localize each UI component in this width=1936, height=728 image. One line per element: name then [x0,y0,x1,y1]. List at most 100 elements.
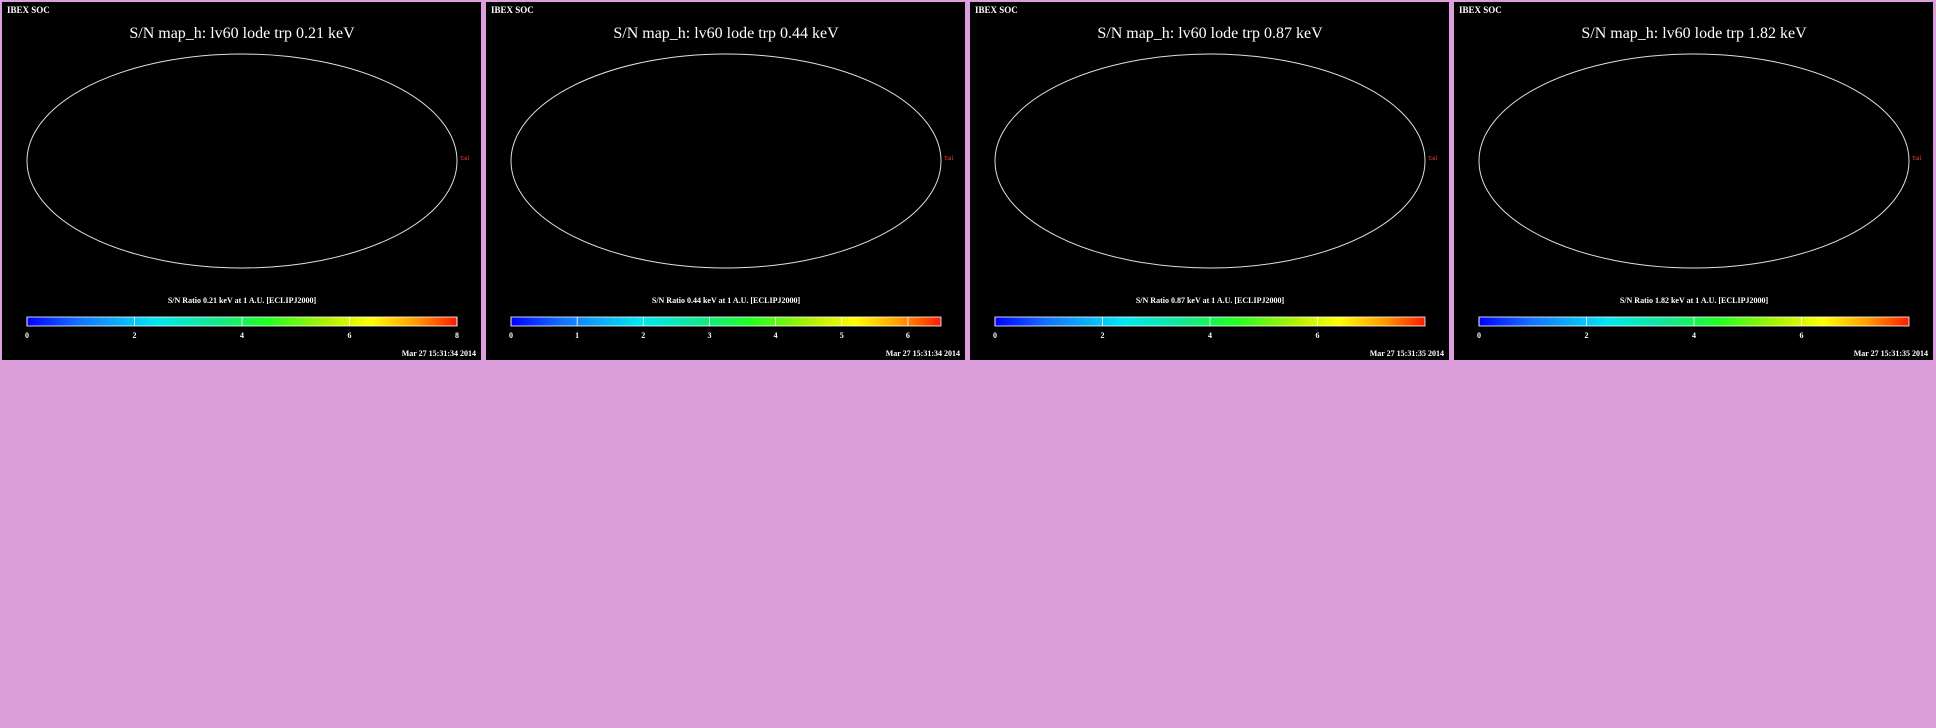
longitude-label: 90 [1884,156,1890,162]
colorbar-tick-label: 0 [993,331,997,340]
colorbar-tick-label: 6 [1800,331,1804,340]
colorbar-tick-label: 2 [1101,331,1105,340]
colorbar-tick-label: 4 [240,331,244,340]
longitude-label: 60 [46,156,52,162]
sky-map-panel: IBEX SOC S/N map_h: lv60 lode trp 0.44 ke… [486,2,965,360]
v2-marker: V2 [1174,204,1183,212]
sky-map-chart: IBEX SOC S/N map_h: lv60 lode trp 0.87 ke… [975,5,1444,358]
corner-label: IBEX SOC [1459,5,1502,15]
longitude-label: 0 [118,156,121,162]
chart-title: S/N map_h: lv60 lode trp 0.87 keV [1097,25,1323,42]
longitude-label: 210 [1742,156,1751,162]
longitude-label: 120 [1363,156,1372,162]
longitude-label: 270 [704,156,713,162]
longitude-label: 30 [1049,156,1055,162]
longitude-label: 60 [1498,156,1504,162]
longitude-label: 0 [602,156,605,162]
sky-map-chart: IBEX SOC S/N map_h: lv60 lode trp 0.44 ke… [491,5,960,358]
nose-marker: Nose [237,151,251,159]
longitude-label: 210 [1258,156,1267,162]
sky-map-panel: IBEX SOC S/N map_h: lv60 lode trp 1.82 ke… [1454,2,1933,360]
longitude-label: 330 [150,156,159,162]
timestamp: Mar 27 15:31:34 2014 [886,349,960,358]
colorbar-tick-label: 2 [1585,331,1589,340]
longitude-label: 150 [1328,156,1337,162]
longitude-label: 180 [809,156,818,162]
colorbar-tick-label: 0 [1477,331,1481,340]
v2-marker: V2 [1658,204,1667,212]
colorbar-tick-label: 6 [348,331,352,340]
colorbar-tick-label: 0 [25,331,29,340]
longitude-label: 0 [1570,156,1573,162]
longitude-label: 60 [530,156,536,162]
longitude-labels: 60 30 0 330 300 270 240 210 180 150 120 90 [46,156,438,162]
colorbar-title: S/N Ratio 0.21 keV at 1 A.U. [ECLIPJ2000… [168,296,317,305]
v1-marker: V1 [1213,111,1222,119]
longitude-label: 240 [1223,156,1232,162]
longitude-label: 150 [360,156,369,162]
longitude-label: 210 [290,156,299,162]
nose-marker: Nose [1689,151,1703,159]
longitude-label: 270 [220,156,229,162]
colorbar [510,316,942,327]
colorbar-tick-label: 2 [133,331,137,340]
corner-label: IBEX SOC [491,5,534,15]
colorbar-tick-label: 0 [509,331,513,340]
nose-marker: Nose [721,151,735,159]
longitude-label: 30 [565,156,571,162]
v2-marker: V2 [690,204,699,212]
longitude-label: 30 [1533,156,1539,162]
colorbar-tick-label: 4 [1208,331,1212,340]
colorbar-tick-label: 4 [774,331,778,340]
longitude-label: 270 [1188,156,1197,162]
colorbar-tick-label: 8 [455,331,459,340]
colorbar-tick-label: 6 [906,331,910,340]
tail-marker: Tail [460,156,470,162]
timestamp: Mar 27 15:31:35 2014 [1854,349,1928,358]
longitude-labels: 60 30 0 330 300 270 240 210 180 150 120 90 [1014,156,1406,162]
colorbar-tick-label: 5 [840,331,844,340]
timestamp: Mar 27 15:31:35 2014 [1370,349,1444,358]
longitude-label: 300 [1637,156,1646,162]
sky-map-panel: IBEX SOC S/N map_h: lv60 lode trp 0.87 ke… [970,2,1449,360]
sky-map-chart: IBEX SOC S/N map_h: lv60 lode trp 1.82 ke… [1459,5,1928,358]
longitude-label: 90 [916,156,922,162]
longitude-label: 240 [1707,156,1716,162]
corner-label: IBEX SOC [7,5,50,15]
timestamp: Mar 27 15:31:34 2014 [402,349,476,358]
longitude-label: 330 [634,156,643,162]
longitude-label: 150 [1812,156,1821,162]
longitude-label: 180 [1777,156,1786,162]
longitude-label: 0 [1086,156,1089,162]
longitude-label: 300 [185,156,194,162]
longitude-label: 180 [1293,156,1302,162]
longitude-label: 60 [1014,156,1020,162]
longitude-label: 270 [1672,156,1681,162]
colorbar-tick-label: 6 [1316,331,1320,340]
longitude-label: 90 [1400,156,1406,162]
colorbar-tick-label: 4 [1692,331,1696,340]
longitude-labels: 60 30 0 330 300 270 240 210 180 150 120 90 [530,156,922,162]
longitude-label: 90 [432,156,438,162]
tail-marker: Tail [1912,156,1922,162]
longitude-label: 300 [1153,156,1162,162]
v2-marker: V2 [206,204,215,212]
nose-marker: Nose [1205,151,1219,159]
v1-marker: V1 [729,111,738,119]
longitude-label: 330 [1118,156,1127,162]
longitude-label: 150 [844,156,853,162]
colorbar-title: S/N Ratio 0.87 keV at 1 A.U. [ECLIPJ2000… [1136,296,1285,305]
longitude-label: 30 [81,156,87,162]
colorbar-title: S/N Ratio 1.82 keV at 1 A.U. [ECLIPJ2000… [1620,296,1769,305]
colorbar-tick-label: 1 [575,331,579,340]
longitude-label: 120 [395,156,404,162]
longitude-label: 240 [739,156,748,162]
longitude-label: 330 [1602,156,1611,162]
longitude-label: 240 [255,156,264,162]
colorbar-title: S/N Ratio 0.44 keV at 1 A.U. [ECLIPJ2000… [652,296,801,305]
longitude-label: 210 [774,156,783,162]
chart-title: S/N map_h: lv60 lode trp 0.21 keV [129,25,355,42]
longitude-label: 180 [325,156,334,162]
tail-marker: Tail [944,156,954,162]
sky-map-panel: IBEX SOC S/N map_h: lv60 lode trp 0.21 ke… [2,2,481,360]
